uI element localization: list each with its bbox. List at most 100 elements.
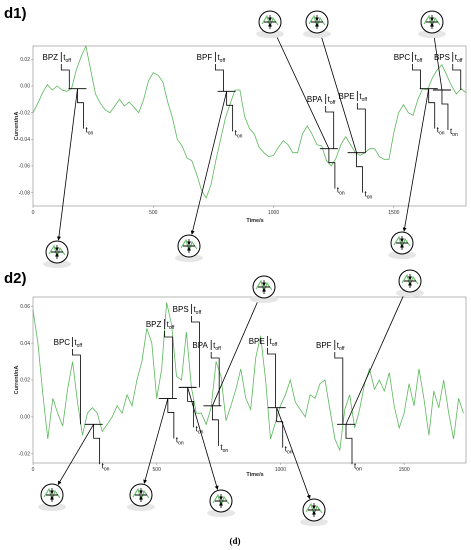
y-tick-label: 0.04 [20,341,30,347]
plot-d1: 0.02 0.00 -0.02 -0.04 -0.06 -0.08 0 500 1000 150… [14,44,467,224]
event-off-bracket [72,349,81,425]
inset-shadow [38,503,66,511]
event-bpc: BPC toff ton [394,52,445,137]
inset-arrow [276,407,311,500]
event-t-off: toff [213,341,221,352]
plot-d2: 0.06 0.04 0.02 0.00 -0.02 0 500 1000 1500 Curre… [14,296,467,478]
event-on-bracket [77,88,84,129]
event-t-on: ton [365,190,373,201]
event-inset-bpf [175,91,228,262]
inset-arrow [319,33,357,153]
event-inset-bpa [212,275,278,406]
inset-shadow [396,289,424,297]
plot-frame-d1 [32,45,467,207]
event-inset-bpf [345,269,424,425]
event-inset-bps [418,10,446,91]
event-t-off: toff [74,338,82,349]
inset-shadow [388,251,416,259]
event-name: BPF [316,341,332,350]
y-tick-label: -0.06 [19,164,31,170]
event-bpz: BPZ toff ton [146,319,184,446]
inset-shadow [250,295,278,303]
inset-shadow [418,30,446,38]
trace-d1 [32,44,467,199]
event-on-bracket [428,88,436,129]
callouts [38,10,446,526]
event-t-on: ton [86,126,94,137]
event-on-bracket [276,407,284,448]
inset-arrow [212,297,260,406]
event-inset-bpc [38,424,94,511]
event-name: BPF [197,53,213,62]
event-name: BPS [173,305,189,314]
inset-arrow [432,33,443,91]
event-on-bracket [167,398,175,439]
inset-arrow [56,88,78,241]
event-off-bracket [452,64,462,90]
event-off-bracket [164,331,174,399]
event-bpe: BPE toff ton [249,336,293,456]
event-on-bracket [345,424,353,465]
event-t-off: toff [455,53,463,64]
inset-arrow [345,291,406,425]
event-t-on: ton [354,461,362,472]
event-name: BPS [434,53,450,62]
event-t-off: toff [359,92,367,103]
y-axis-label-d2: Current/nA [14,366,20,395]
event-bpf: BPF toff ton [316,340,362,472]
inset-shadow [207,509,235,517]
y-ticks-d1: 0.02 0.00 -0.02 -0.04 -0.06 -0.08 [19,57,33,196]
trace-d2 [32,302,464,452]
y-tick-label: 0.00 [20,84,30,90]
event-bpe: BPE toff ton [339,91,373,201]
event-t-off: toff [328,95,336,106]
event-t-on: ton [437,126,445,137]
event-t-off: toff [193,305,201,316]
x-tick-label: 1000 [268,210,279,216]
event-inset-bpa [256,10,330,149]
event-t-off: toff [270,337,278,348]
event-inset-bpc [388,88,430,259]
panel-label-d2: d2) [4,270,27,287]
inset-shadow [127,503,155,511]
event-name: BPA [192,341,208,350]
event-on-bracket [441,90,449,130]
inset-arrow [190,91,228,235]
y-tick-label: -0.08 [19,190,31,196]
x-ticks-d1: 0 500 1000 1500 [32,206,400,216]
event-t-on: ton [450,127,458,138]
event-off-bracket [334,352,344,425]
panel-label-d1: d1) [4,5,27,22]
x-tick-label: 0 [32,210,35,216]
x-ticks-d2: 0 500 1000 1500 [32,463,410,473]
inset-shadow [300,518,328,526]
x-tick-label: 500 [153,467,162,473]
event-t-on: ton [176,435,184,446]
event-name: BPE [339,92,355,101]
y-tick-label: -0.02 [19,110,31,116]
event-inset-bpz [127,398,169,511]
event-t-on: ton [220,443,228,454]
event-t-off: toff [415,53,423,64]
event-t-on: ton [196,424,204,435]
event-t-on: ton [337,186,345,197]
event-inset-bpz [43,88,78,268]
y-ticks-d2: 0.06 0.04 0.02 0.00 -0.02 [19,304,33,457]
event-on-bracket [93,424,101,465]
y-tick-label: 0.02 [20,378,30,384]
event-off-bracket [215,64,224,92]
event-name: BPC [394,53,411,62]
event-bpz: BPZ toff ton [43,52,94,137]
event-t-on: ton [235,128,243,139]
event-off-bracket [412,64,421,89]
inset-shadow [256,30,284,38]
event-off-bracket [356,103,366,153]
y-axis-label-d1: Current/nA [14,112,20,141]
inset-arrow [187,387,219,490]
event-t-on: ton [285,445,293,456]
event-t-off: toff [63,53,71,64]
event-inset-bpe [303,10,357,153]
